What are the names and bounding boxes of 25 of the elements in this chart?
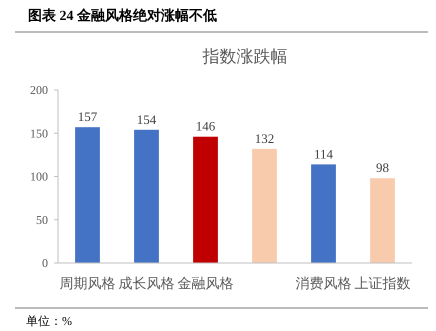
data-label: 146 xyxy=(196,118,216,134)
data-label: 157 xyxy=(78,109,98,124)
bar xyxy=(311,164,336,263)
data-label: 132 xyxy=(254,130,274,146)
x-tick-label: 周期风格 xyxy=(60,276,116,292)
chart-title: 图表 24 金融风格绝对涨幅不低 xyxy=(28,8,217,24)
data-label: 114 xyxy=(314,146,334,162)
y-tick-label: 100 xyxy=(30,170,48,184)
x-tick-label: 成长风格 xyxy=(118,276,174,292)
bar xyxy=(252,148,277,263)
bar xyxy=(134,130,159,263)
y-tick-label: 150 xyxy=(30,126,48,140)
x-tick-label: 金融风格 xyxy=(178,276,234,292)
bar xyxy=(370,178,395,263)
bar xyxy=(75,127,100,263)
x-tick-label: 消费风格 xyxy=(296,276,352,292)
y-tick-label: 50 xyxy=(36,212,48,227)
y-tick-label: 200 xyxy=(30,83,48,97)
y-tick-label: 0 xyxy=(42,256,48,270)
chart-subtitle: 指数涨跌幅 xyxy=(202,47,288,66)
text: 单位：% xyxy=(26,314,72,328)
data-label: 154 xyxy=(136,112,157,127)
x-tick-label: 上证指数 xyxy=(354,276,410,292)
bar xyxy=(193,136,218,263)
data-label: 98 xyxy=(376,160,389,176)
